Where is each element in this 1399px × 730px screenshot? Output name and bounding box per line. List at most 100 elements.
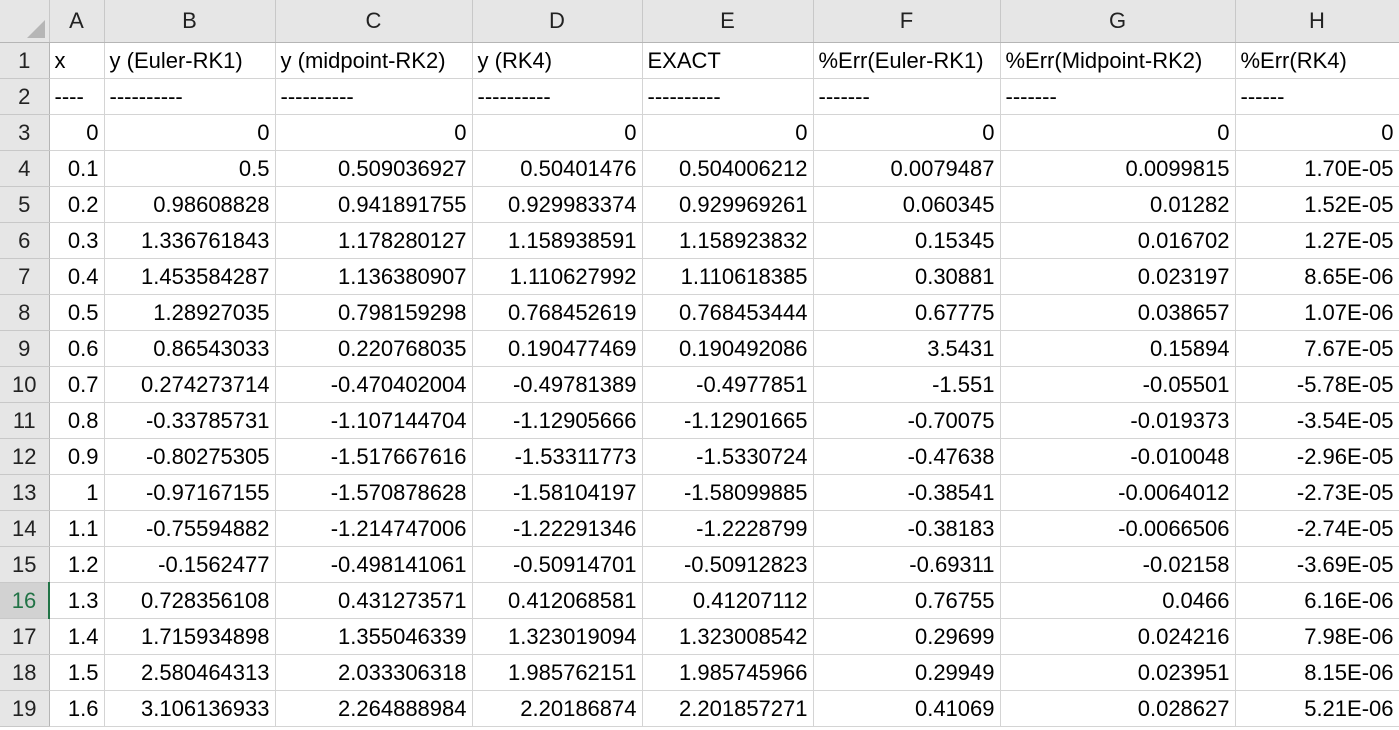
cell-g6[interactable]: 0.016702 xyxy=(1000,222,1236,259)
cell-d5[interactable]: 0.929983374 xyxy=(472,186,643,223)
cell-f14[interactable]: -0.38183 xyxy=(813,510,1001,547)
cell-g1[interactable]: %Err(Midpoint-RK2) xyxy=(1000,42,1236,79)
cell-g3[interactable]: 0 xyxy=(1000,114,1236,151)
row-header-12[interactable]: 12 xyxy=(0,438,50,475)
select-all-button[interactable] xyxy=(0,0,50,43)
cell-b13[interactable]: -0.97167155 xyxy=(104,474,276,511)
cell-a1[interactable]: x xyxy=(49,42,105,79)
cell-c8[interactable]: 0.798159298 xyxy=(275,294,473,331)
row-header-6[interactable]: 6 xyxy=(0,222,50,259)
cell-a11[interactable]: 0.8 xyxy=(49,402,105,439)
cell-d16[interactable]: 0.412068581 xyxy=(472,582,643,619)
cell-f6[interactable]: 0.15345 xyxy=(813,222,1001,259)
cell-e1[interactable]: EXACT xyxy=(642,42,814,79)
cell-e19[interactable]: 2.201857271 xyxy=(642,690,814,727)
cell-c10[interactable]: -0.470402004 xyxy=(275,366,473,403)
cell-a10[interactable]: 0.7 xyxy=(49,366,105,403)
cell-b16[interactable]: 0.728356108 xyxy=(104,582,276,619)
cell-d6[interactable]: 1.158938591 xyxy=(472,222,643,259)
row-header-1[interactable]: 1 xyxy=(0,42,50,79)
row-header-18[interactable]: 18 xyxy=(0,654,50,691)
cell-e16[interactable]: 0.41207112 xyxy=(642,582,814,619)
cell-a3[interactable]: 0 xyxy=(49,114,105,151)
cell-c5[interactable]: 0.941891755 xyxy=(275,186,473,223)
cell-a15[interactable]: 1.2 xyxy=(49,546,105,583)
cell-b10[interactable]: 0.274273714 xyxy=(104,366,276,403)
cell-e12[interactable]: -1.5330724 xyxy=(642,438,814,475)
cell-a19[interactable]: 1.6 xyxy=(49,690,105,727)
cell-a16[interactable]: 1.3 xyxy=(49,582,105,619)
cell-e7[interactable]: 1.110618385 xyxy=(642,258,814,295)
cell-h11[interactable]: -3.54E-05 xyxy=(1235,402,1399,439)
cell-b19[interactable]: 3.106136933 xyxy=(104,690,276,727)
row-header-17[interactable]: 17 xyxy=(0,618,50,655)
cell-b1[interactable]: y (Euler-RK1) xyxy=(104,42,276,79)
column-header-a[interactable]: A xyxy=(49,0,105,43)
cell-c6[interactable]: 1.178280127 xyxy=(275,222,473,259)
row-header-7[interactable]: 7 xyxy=(0,258,50,295)
cell-h16[interactable]: 6.16E-06 xyxy=(1235,582,1399,619)
cell-e3[interactable]: 0 xyxy=(642,114,814,151)
cell-a14[interactable]: 1.1 xyxy=(49,510,105,547)
cell-b17[interactable]: 1.715934898 xyxy=(104,618,276,655)
cell-b4[interactable]: 0.5 xyxy=(104,150,276,187)
cell-e10[interactable]: -0.4977851 xyxy=(642,366,814,403)
cell-h12[interactable]: -2.96E-05 xyxy=(1235,438,1399,475)
cell-f17[interactable]: 0.29699 xyxy=(813,618,1001,655)
cell-b7[interactable]: 1.453584287 xyxy=(104,258,276,295)
cell-c12[interactable]: -1.517667616 xyxy=(275,438,473,475)
cell-f15[interactable]: -0.69311 xyxy=(813,546,1001,583)
column-header-c[interactable]: C xyxy=(275,0,473,43)
cell-g18[interactable]: 0.023951 xyxy=(1000,654,1236,691)
cell-d10[interactable]: -0.49781389 xyxy=(472,366,643,403)
row-header-14[interactable]: 14 xyxy=(0,510,50,547)
cell-g2[interactable]: ------- xyxy=(1000,78,1236,115)
cell-e4[interactable]: 0.504006212 xyxy=(642,150,814,187)
cell-g12[interactable]: -0.010048 xyxy=(1000,438,1236,475)
cell-b11[interactable]: -0.33785731 xyxy=(104,402,276,439)
cell-f11[interactable]: -0.70075 xyxy=(813,402,1001,439)
cell-e14[interactable]: -1.2228799 xyxy=(642,510,814,547)
cell-d7[interactable]: 1.110627992 xyxy=(472,258,643,295)
cell-a4[interactable]: 0.1 xyxy=(49,150,105,187)
cell-g16[interactable]: 0.0466 xyxy=(1000,582,1236,619)
cell-c9[interactable]: 0.220768035 xyxy=(275,330,473,367)
cell-b8[interactable]: 1.28927035 xyxy=(104,294,276,331)
row-header-9[interactable]: 9 xyxy=(0,330,50,367)
cell-d9[interactable]: 0.190477469 xyxy=(472,330,643,367)
cell-g4[interactable]: 0.0099815 xyxy=(1000,150,1236,187)
row-header-11[interactable]: 11 xyxy=(0,402,50,439)
cell-h5[interactable]: 1.52E-05 xyxy=(1235,186,1399,223)
cell-d15[interactable]: -0.50914701 xyxy=(472,546,643,583)
cell-d3[interactable]: 0 xyxy=(472,114,643,151)
cell-a7[interactable]: 0.4 xyxy=(49,258,105,295)
cell-a6[interactable]: 0.3 xyxy=(49,222,105,259)
cell-b15[interactable]: -0.1562477 xyxy=(104,546,276,583)
cell-c7[interactable]: 1.136380907 xyxy=(275,258,473,295)
cell-c15[interactable]: -0.498141061 xyxy=(275,546,473,583)
cell-b12[interactable]: -0.80275305 xyxy=(104,438,276,475)
cell-g19[interactable]: 0.028627 xyxy=(1000,690,1236,727)
cell-h18[interactable]: 8.15E-06 xyxy=(1235,654,1399,691)
cell-f1[interactable]: %Err(Euler-RK1) xyxy=(813,42,1001,79)
cell-f8[interactable]: 0.67775 xyxy=(813,294,1001,331)
cell-h7[interactable]: 8.65E-06 xyxy=(1235,258,1399,295)
cell-a9[interactable]: 0.6 xyxy=(49,330,105,367)
column-header-e[interactable]: E xyxy=(642,0,814,43)
cell-g17[interactable]: 0.024216 xyxy=(1000,618,1236,655)
cell-a2[interactable]: ---- xyxy=(49,78,105,115)
row-header-4[interactable]: 4 xyxy=(0,150,50,187)
row-header-8[interactable]: 8 xyxy=(0,294,50,331)
cell-g8[interactable]: 0.038657 xyxy=(1000,294,1236,331)
cell-f5[interactable]: 0.060345 xyxy=(813,186,1001,223)
cell-f16[interactable]: 0.76755 xyxy=(813,582,1001,619)
cell-b5[interactable]: 0.98608828 xyxy=(104,186,276,223)
cell-h6[interactable]: 1.27E-05 xyxy=(1235,222,1399,259)
cell-a8[interactable]: 0.5 xyxy=(49,294,105,331)
cell-e17[interactable]: 1.323008542 xyxy=(642,618,814,655)
cell-e13[interactable]: -1.58099885 xyxy=(642,474,814,511)
cell-h17[interactable]: 7.98E-06 xyxy=(1235,618,1399,655)
cell-d2[interactable]: ---------- xyxy=(472,78,643,115)
cell-e18[interactable]: 1.985745966 xyxy=(642,654,814,691)
cell-f4[interactable]: 0.0079487 xyxy=(813,150,1001,187)
